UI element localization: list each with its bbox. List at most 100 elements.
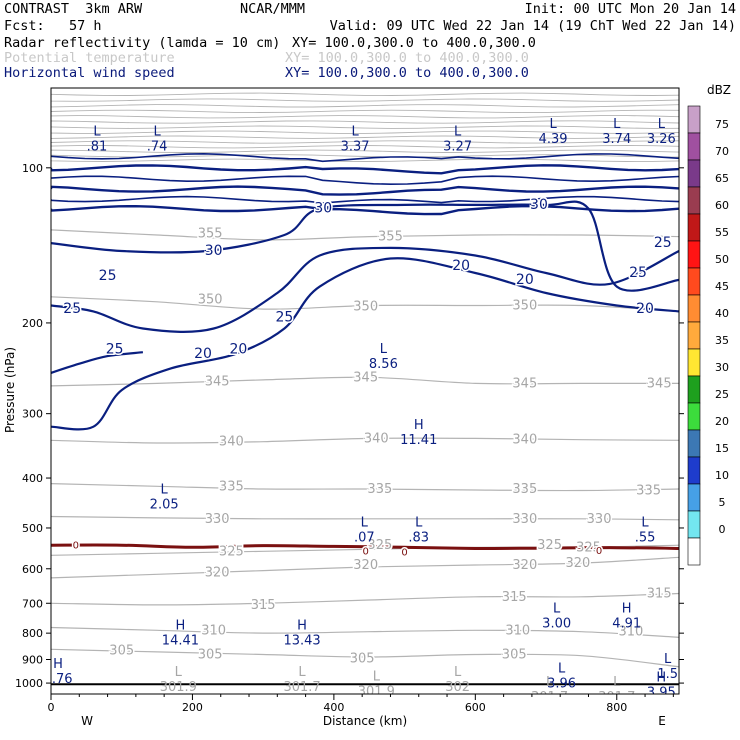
jet-band-line bbox=[51, 152, 679, 163]
wind-contour-label: 30 bbox=[530, 197, 548, 213]
theta-line-335 bbox=[51, 483, 679, 492]
colorbar-swatch-empty bbox=[687, 537, 701, 566]
theta-contour-label: 335 bbox=[636, 484, 661, 499]
colorbar-swatch bbox=[687, 240, 701, 269]
x-tick-label: 200 bbox=[182, 701, 203, 714]
theta-contour-label: 305 bbox=[198, 647, 223, 662]
theta-extremum-value: 302 bbox=[445, 680, 470, 695]
model-title: CONTRAST 3km ARW bbox=[4, 1, 143, 17]
field1-name: Radar reflectivity (lamda = 10 cm) bbox=[4, 35, 281, 51]
colorbar-swatch bbox=[687, 213, 701, 242]
institution: NCAR/MMM bbox=[240, 1, 306, 17]
upper-theta-line bbox=[51, 98, 679, 102]
theta-contour-label: 325 bbox=[367, 538, 392, 553]
wind-extremum-value: .07 bbox=[354, 530, 375, 545]
wind-extremum-type: L bbox=[558, 662, 566, 677]
theta-extremum-value: 301.9 bbox=[358, 684, 395, 699]
colorbar-swatch bbox=[687, 402, 701, 431]
wind-extremum-value: 3.37 bbox=[341, 140, 370, 155]
wind-line-25 bbox=[51, 246, 679, 333]
reflectivity-zero-contour bbox=[51, 543, 679, 551]
field2-name: Potential temperature bbox=[4, 50, 175, 66]
y-tick-label: 1000 bbox=[15, 677, 43, 690]
wind-contours bbox=[51, 152, 679, 431]
wind-extremum-type: L bbox=[658, 117, 666, 132]
theta-contour-label: 325 bbox=[537, 538, 562, 553]
theta-contour-label: 340 bbox=[364, 431, 389, 446]
theta-contour-label: 345 bbox=[512, 376, 537, 391]
theta-line-350 bbox=[51, 296, 679, 312]
wind-line-20 bbox=[51, 351, 144, 374]
theta-line-315 bbox=[51, 592, 679, 606]
field3-xy: XY= 100.0,300.0 to 400.0,300.0 bbox=[285, 65, 529, 81]
wind-contour-label: 30 bbox=[314, 201, 332, 217]
upper-theta-line bbox=[51, 120, 679, 124]
theta-extremum-value: 301.7 bbox=[598, 690, 635, 705]
wind-extremum-value: 3.96 bbox=[547, 677, 576, 692]
theta-contour-label: 325 bbox=[576, 540, 601, 555]
theta-contour-label: 305 bbox=[109, 644, 134, 659]
wind-extremum-type: H bbox=[297, 618, 307, 633]
theta-extremum-type: L bbox=[546, 675, 554, 690]
wind-extremum-value: 3.95 bbox=[647, 686, 676, 701]
upper-theta-line bbox=[51, 125, 679, 129]
wind-contour-label: 20 bbox=[452, 258, 470, 274]
theta-contour-label: 310 bbox=[505, 623, 530, 638]
theta-contour-label: 315 bbox=[647, 586, 672, 601]
x-axis-label: Distance (km) bbox=[323, 714, 407, 728]
colorbar-swatch bbox=[687, 159, 701, 188]
theta-contour-label: 330 bbox=[205, 512, 230, 527]
colorbar-level-label: 55 bbox=[715, 226, 729, 239]
colorbar-swatch bbox=[687, 321, 701, 350]
upper-theta-line bbox=[51, 109, 679, 114]
wind-extremum-value: 1.5 bbox=[657, 667, 678, 682]
wind-extremum-value: 2.05 bbox=[150, 497, 179, 512]
upper-theta-line bbox=[51, 149, 679, 153]
jet-band-line bbox=[51, 195, 679, 204]
y-tick-label: 700 bbox=[22, 597, 43, 610]
wind-contour-label: 25 bbox=[99, 268, 117, 284]
wind-contour-label: 20 bbox=[516, 272, 534, 288]
theta-line-320 bbox=[51, 556, 679, 579]
x-axis: 0 200 400 600 800 bbox=[48, 694, 674, 714]
reflectivity-contour-label: 0 bbox=[596, 546, 602, 557]
jet-band-line bbox=[51, 164, 679, 175]
x-axis-west-label: W bbox=[81, 714, 93, 728]
theta-line-355 bbox=[51, 229, 679, 241]
wind-extremum-value: 3.27 bbox=[443, 140, 472, 155]
theta-line-345 bbox=[51, 376, 679, 387]
upper-theta-line bbox=[51, 135, 679, 139]
wind-extremum-type: H bbox=[656, 671, 666, 686]
theta-line-340 bbox=[51, 437, 679, 444]
extrema-markers: L.81L.74L3.37L3.27L4.39L3.74L3.26L8.56H1… bbox=[51, 117, 678, 705]
colorbar-level-label: 65 bbox=[715, 172, 729, 185]
wind-extremum-type: H bbox=[414, 418, 424, 433]
field3-name: Horizontal wind speed bbox=[4, 65, 175, 81]
wind-extremum-value: 8.56 bbox=[369, 357, 398, 372]
theta-contour-label: 340 bbox=[512, 433, 537, 448]
y-tick-label: 300 bbox=[22, 408, 43, 421]
y-tick-label: 500 bbox=[22, 522, 43, 535]
plot-frame bbox=[50, 87, 680, 695]
wind-extremum-type: L bbox=[549, 117, 557, 132]
theta-contour-label: 320 bbox=[565, 556, 590, 571]
colorbar-level-label: 35 bbox=[715, 334, 729, 347]
wind-extremum-type: H bbox=[53, 657, 63, 672]
colorbar-level-label: 20 bbox=[715, 415, 729, 428]
y-tick-label: 600 bbox=[22, 563, 43, 576]
colorbar-swatch bbox=[687, 483, 701, 512]
wind-extremum-value: .74 bbox=[147, 140, 168, 155]
theta-line-305 bbox=[51, 648, 679, 668]
theta-line-310 bbox=[51, 626, 679, 638]
y-tick-label: 800 bbox=[22, 627, 43, 640]
wind-extremum-value: 4.39 bbox=[539, 132, 568, 147]
theta-extremum-value: 301.7 bbox=[531, 690, 568, 705]
reflectivity-zero-line bbox=[51, 543, 679, 551]
y-tick-label: 400 bbox=[22, 472, 43, 485]
wind-contour-label: 30 bbox=[205, 243, 223, 259]
theta-contour-label: 320 bbox=[205, 565, 230, 580]
colorbar-swatch bbox=[687, 267, 701, 296]
theta-extremum-type: L bbox=[454, 665, 462, 680]
